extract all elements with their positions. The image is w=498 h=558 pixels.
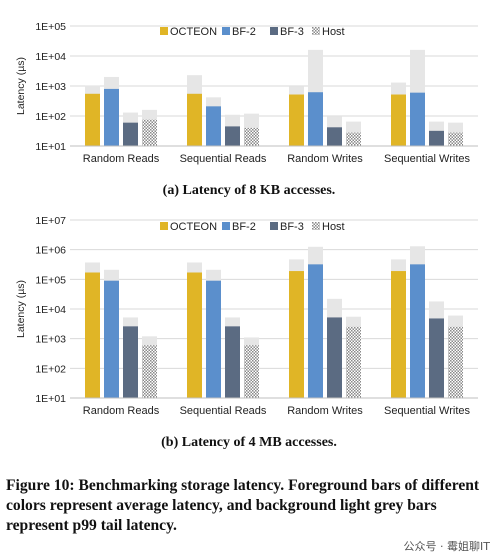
subtitle-4mb: (b) Latency of 4 MB accesses. [161, 435, 337, 450]
legend-swatch-bf-3 [270, 27, 278, 35]
legend-label-octeon: OCTEON [170, 26, 217, 38]
bar-average-octeon [85, 272, 100, 398]
y-axis-label: Latency (µs) [15, 57, 27, 115]
x-category-label: Random Reads [83, 153, 160, 165]
bar-average-bf-3 [123, 326, 138, 398]
y-tick-label: 1E+02 [35, 363, 66, 375]
legend-label-bf-2: BF-2 [232, 26, 256, 38]
bar-average-bf-2 [206, 280, 221, 398]
legend-swatch-bf-3 [270, 222, 278, 230]
x-category-label: Random Writes [287, 153, 363, 165]
x-category-label: Sequential Reads [180, 153, 267, 165]
bar-average-host [448, 326, 463, 398]
bar-average-bf-3 [327, 317, 342, 398]
bar-average-bf-2 [410, 92, 425, 146]
x-category-label: Random Writes [287, 405, 363, 417]
bar-average-bf-3 [225, 126, 240, 146]
x-category-label: Sequential Writes [384, 405, 471, 417]
y-tick-label: 1E+05 [35, 21, 66, 33]
x-category-label: Random Reads [83, 405, 160, 417]
y-tick-label: 1E+06 [35, 245, 66, 257]
legend-swatch-host [312, 222, 320, 230]
legend-swatch-bf-2 [222, 27, 230, 35]
bar-average-bf-3 [429, 318, 444, 398]
y-tick-label: 1E+04 [35, 304, 66, 316]
y-tick-label: 1E+01 [35, 141, 66, 153]
figure-caption: Figure 10: Benchmarking storage latency.… [6, 477, 480, 534]
bar-average-host [346, 326, 361, 398]
y-tick-label: 1E+07 [35, 215, 66, 227]
bar-average-bf-2 [308, 264, 323, 398]
bar-average-bf-3 [327, 127, 342, 146]
bar-average-bf-3 [429, 130, 444, 146]
bar-average-octeon [289, 271, 304, 398]
x-category-label: Sequential Reads [180, 405, 267, 417]
chart-4mb-latency: 1E+01 1E+02 1E+03 1E+04 1E+05 1E+06 1E+07 Laten… [15, 215, 478, 417]
bar-average-bf-2 [410, 264, 425, 398]
y-tick-label: 1E+03 [35, 334, 66, 346]
legend-swatch-octeon [160, 27, 168, 35]
bar-average-bf-3 [225, 326, 240, 398]
legend-swatch-octeon [160, 222, 168, 230]
legend-label-host: Host [322, 26, 345, 38]
y-tick-label: 1E+01 [35, 393, 66, 405]
legend-label-bf-2: BF-2 [232, 221, 256, 233]
bar-average-bf-3 [123, 122, 138, 146]
subtitle-8kb: (a) Latency of 8 KB accesses. [163, 183, 336, 198]
bar-average-bf-2 [206, 106, 221, 146]
legend-label-host: Host [322, 221, 345, 233]
bar-average-bf-2 [104, 280, 119, 398]
legend-label-bf-3: BF-3 [280, 26, 304, 38]
bar-average-host [244, 345, 259, 398]
legend-label-octeon: OCTEON [170, 221, 217, 233]
bar-average-octeon [85, 93, 100, 146]
bar-average-octeon [187, 93, 202, 146]
bar-average-octeon [187, 272, 202, 398]
watermark: 公众号 · 霉姐聊IT [404, 539, 491, 553]
bar-average-bf-2 [308, 92, 323, 146]
legend-label-bf-3: BF-3 [280, 221, 304, 233]
x-category-label: Sequential Writes [384, 153, 471, 165]
legend-swatch-bf-2 [222, 222, 230, 230]
bar-average-host [142, 345, 157, 398]
bar-average-host [244, 127, 259, 146]
bar-average-host [448, 132, 463, 146]
bar-average-octeon [391, 271, 406, 398]
y-tick-label: 1E+05 [35, 274, 66, 286]
bar-average-bf-2 [104, 88, 119, 146]
bar-average-host [142, 119, 157, 146]
y-tick-label: 1E+03 [35, 81, 66, 93]
chart-8kb-latency: 1E+01 1E+02 1E+03 1E+04 1E+05 Latency (µs) Ran… [15, 21, 478, 165]
y-axis-label: Latency (µs) [15, 280, 27, 338]
bar-average-octeon [391, 94, 406, 146]
bar-average-host [346, 132, 361, 146]
y-tick-label: 1E+04 [35, 51, 66, 63]
legend-swatch-host [312, 27, 320, 35]
y-tick-label: 1E+02 [35, 111, 66, 123]
bar-average-octeon [289, 94, 304, 146]
